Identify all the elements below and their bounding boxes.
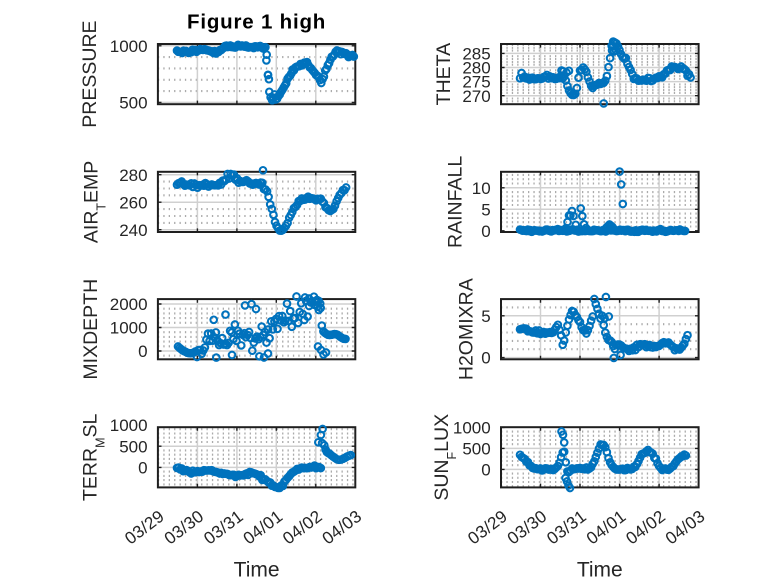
svg-text:RAINFALL: RAINFALL bbox=[445, 156, 467, 248]
svg-text:500: 500 bbox=[119, 437, 147, 456]
svg-text:THETA: THETA bbox=[433, 43, 455, 105]
svg-text:Time: Time bbox=[577, 559, 623, 582]
svg-text:270: 270 bbox=[462, 87, 490, 106]
svg-text:SUNF​LUX: SUNF​LUX bbox=[431, 414, 459, 501]
svg-text:285: 285 bbox=[462, 45, 490, 64]
svg-text:280: 280 bbox=[462, 59, 490, 78]
svg-text:0: 0 bbox=[138, 342, 147, 361]
svg-text:1000: 1000 bbox=[110, 416, 148, 435]
svg-text:10: 10 bbox=[472, 179, 491, 198]
svg-text:MIXDEPTH: MIXDEPTH bbox=[80, 279, 102, 380]
svg-text:5: 5 bbox=[481, 307, 490, 326]
svg-text:Figure 1 high: Figure 1 high bbox=[187, 10, 326, 33]
svg-text:AIRT​EMP: AIRT​EMP bbox=[81, 161, 109, 243]
svg-text:0: 0 bbox=[481, 222, 490, 241]
svg-text:240: 240 bbox=[119, 221, 147, 240]
svg-text:1000: 1000 bbox=[110, 319, 148, 338]
svg-text:500: 500 bbox=[462, 440, 490, 459]
svg-text:280: 280 bbox=[119, 166, 147, 185]
svg-text:TERRM​SL: TERRM​SL bbox=[80, 413, 108, 501]
svg-text:PRESSURE: PRESSURE bbox=[79, 20, 101, 127]
svg-text:260: 260 bbox=[119, 193, 147, 212]
svg-text:275: 275 bbox=[462, 73, 490, 92]
svg-text:2000: 2000 bbox=[110, 295, 148, 314]
svg-text:500: 500 bbox=[119, 94, 147, 113]
svg-text:1000: 1000 bbox=[110, 37, 148, 56]
svg-text:0: 0 bbox=[481, 461, 490, 480]
svg-text:5: 5 bbox=[481, 200, 490, 219]
svg-text:0: 0 bbox=[481, 349, 490, 368]
svg-text:0: 0 bbox=[138, 459, 147, 478]
svg-text:Time: Time bbox=[234, 559, 280, 582]
svg-text:H2OMIXRA: H2OMIXRA bbox=[456, 278, 478, 380]
svg-text:1000: 1000 bbox=[453, 419, 491, 438]
